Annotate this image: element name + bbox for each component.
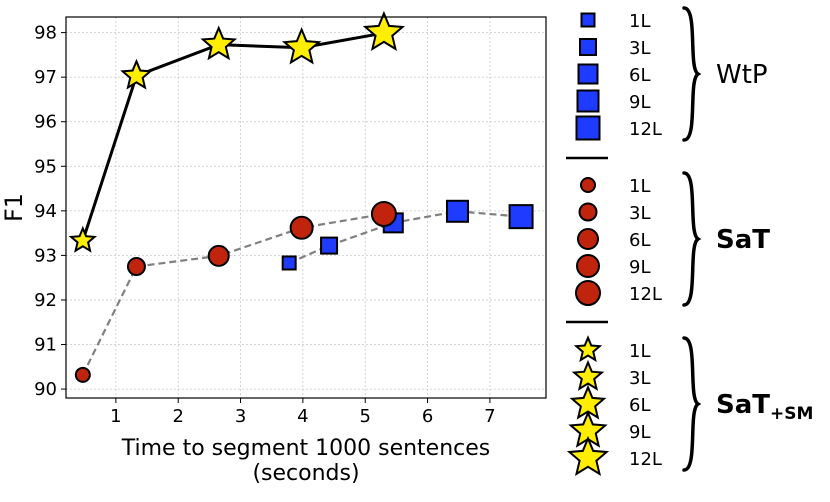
point-sat-9l <box>289 215 314 240</box>
point-wtp-9l <box>445 199 469 223</box>
legend-item-label: 9L <box>629 422 650 443</box>
legend-item-label: 3L <box>629 368 650 389</box>
point-wtp-12l <box>508 204 534 230</box>
legend-group-title: SaT+SM <box>716 390 813 424</box>
grid <box>66 17 546 398</box>
y-tick-label: 91 <box>34 335 57 356</box>
series-markers <box>68 10 534 383</box>
legend: 1L 3L 6L 9L 12L WtP 1L 3L 6L 9L 12L SaT 1L 3L 6L 9L 12L S… <box>566 6 813 476</box>
legend-group-title: WtP <box>716 60 768 90</box>
legend-marker-wtp-3l <box>579 38 597 56</box>
point-sat-sm-6l <box>200 25 238 61</box>
legend-marker-sat-12l <box>575 280 601 306</box>
x-tick-label: 4 <box>297 406 308 427</box>
y-tick-label: 97 <box>34 67 57 88</box>
y-tick-label: 94 <box>34 201 57 222</box>
legend-marker-wtp-12l <box>575 115 601 141</box>
legend-item-label: 9L <box>629 92 650 113</box>
x-tick-label: 6 <box>422 406 433 427</box>
legend-marker-sat-6l <box>577 228 599 250</box>
legend-brace <box>682 171 702 307</box>
legend-item-label: 6L <box>629 65 650 86</box>
legend-item-label: 1L <box>629 341 650 362</box>
point-sat-12l <box>370 200 397 227</box>
legend-marker-wtp-1l <box>580 12 596 28</box>
legend-item-label: 6L <box>629 230 650 251</box>
x-tick-label: 2 <box>172 406 183 427</box>
legend-brace <box>682 6 702 142</box>
legend-marker-sat-sm-1l <box>573 335 603 363</box>
legend-marker-sat-1l <box>580 177 596 193</box>
legend-item-label: 12L <box>629 449 662 470</box>
point-sat-1l <box>74 366 91 383</box>
legend-marker-sat-3l <box>578 202 598 222</box>
legend-item-label: 12L <box>629 284 662 305</box>
y-tick-label: 96 <box>34 112 57 133</box>
series-line-sat <box>81 212 385 376</box>
point-sat-sm-9l <box>281 27 322 65</box>
y-tick-label: 90 <box>34 379 57 400</box>
legend-marker-wtp-6l <box>577 63 599 85</box>
y-tick-label: 98 <box>34 23 57 44</box>
legend-item-label: 12L <box>629 119 662 140</box>
point-sat-sm-12l <box>362 10 406 51</box>
plot-frame <box>65 16 547 399</box>
legend-marker-sat-sm-3l <box>571 359 605 391</box>
y-tick-label: 92 <box>34 290 57 311</box>
axis-ticks: 1 2 3 4 5 6 7 90 91 92 93 94 95 96 97 98 <box>34 23 496 427</box>
point-sat-sm-3l <box>120 58 153 90</box>
point-sat-sm-1l <box>68 225 98 253</box>
x-tick-label: 7 <box>484 406 495 427</box>
y-tick-label: 95 <box>34 156 57 177</box>
x-axis-label-line-2: (seconds) <box>252 461 359 486</box>
legend-group-title-sub: +SM <box>770 404 813 424</box>
legend-group-title: SaT <box>716 225 770 255</box>
legend-item-label: 6L <box>629 395 650 416</box>
legend-marker-sat-9l <box>576 254 600 278</box>
legend-marker-sat-sm-12l <box>566 435 610 476</box>
x-axis-label-line-1: Time to segment 1000 sentences <box>121 436 491 461</box>
legend-item-label: 1L <box>629 11 650 32</box>
point-sat-3l <box>126 257 146 277</box>
x-tick-label: 5 <box>359 406 370 427</box>
legend-item-label: 9L <box>629 257 650 278</box>
y-axis-label: F1 <box>0 193 28 222</box>
point-sat-6l <box>207 244 230 267</box>
legend-item-label: 1L <box>629 176 650 197</box>
point-wtp-3l <box>320 236 339 255</box>
y-tick-label: 93 <box>34 245 57 266</box>
legend-brace <box>682 336 702 472</box>
legend-item-label: 3L <box>629 203 650 224</box>
legend-group-title-main: SaT <box>716 390 770 420</box>
x-tick-label: 1 <box>110 406 121 427</box>
legend-item-label: 3L <box>629 38 650 59</box>
legend-marker-wtp-9l <box>576 89 600 113</box>
point-wtp-1l <box>281 255 297 271</box>
x-tick-label: 3 <box>235 406 246 427</box>
series-line-sat-sm <box>81 31 385 242</box>
